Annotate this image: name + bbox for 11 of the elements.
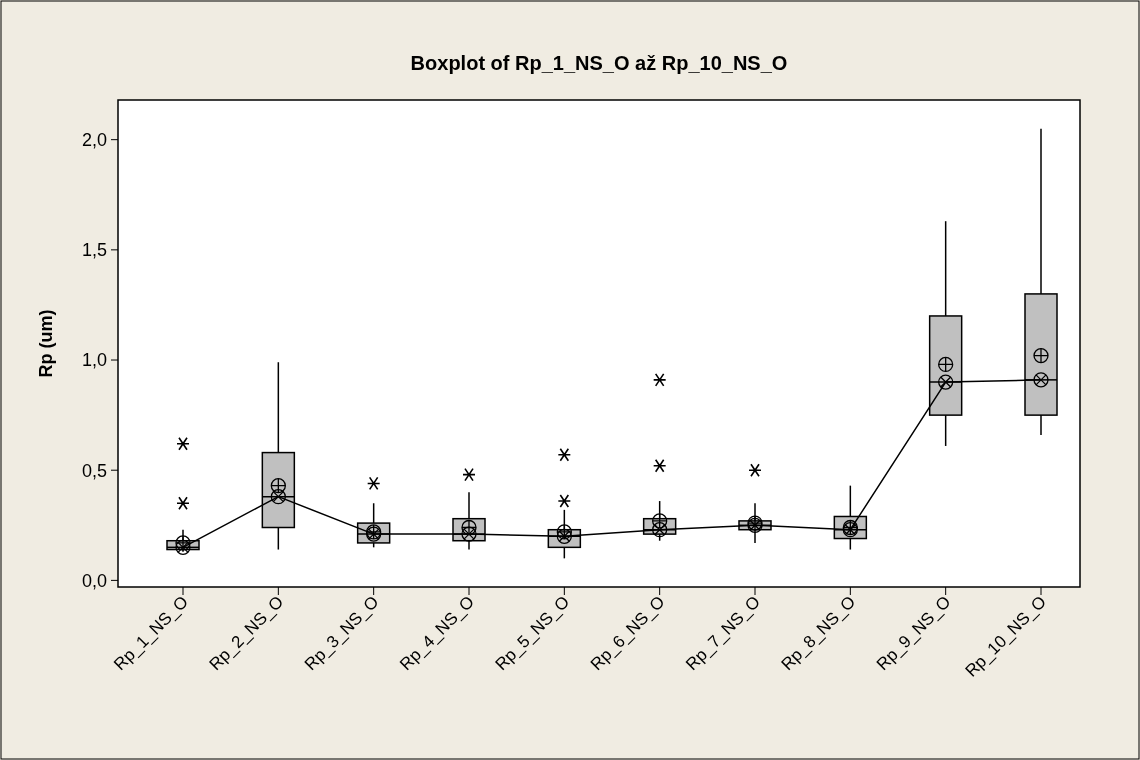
point bbox=[175, 539, 191, 555]
y-tick-label: 0,5 bbox=[81, 460, 107, 481]
y-tick-label: 2,0 bbox=[81, 129, 107, 150]
point bbox=[270, 489, 286, 505]
point bbox=[938, 374, 954, 390]
chart-title: Boxplot of Rp_1_NS_O až Rp_10_NS_O bbox=[410, 52, 788, 74]
y-tick-label: 1,5 bbox=[81, 240, 107, 261]
point bbox=[1033, 372, 1049, 388]
y-axis-title: Rp (um) bbox=[36, 309, 56, 378]
y-tick-label: 1,0 bbox=[81, 350, 107, 371]
y-tick-label: 0,0 bbox=[81, 570, 107, 591]
